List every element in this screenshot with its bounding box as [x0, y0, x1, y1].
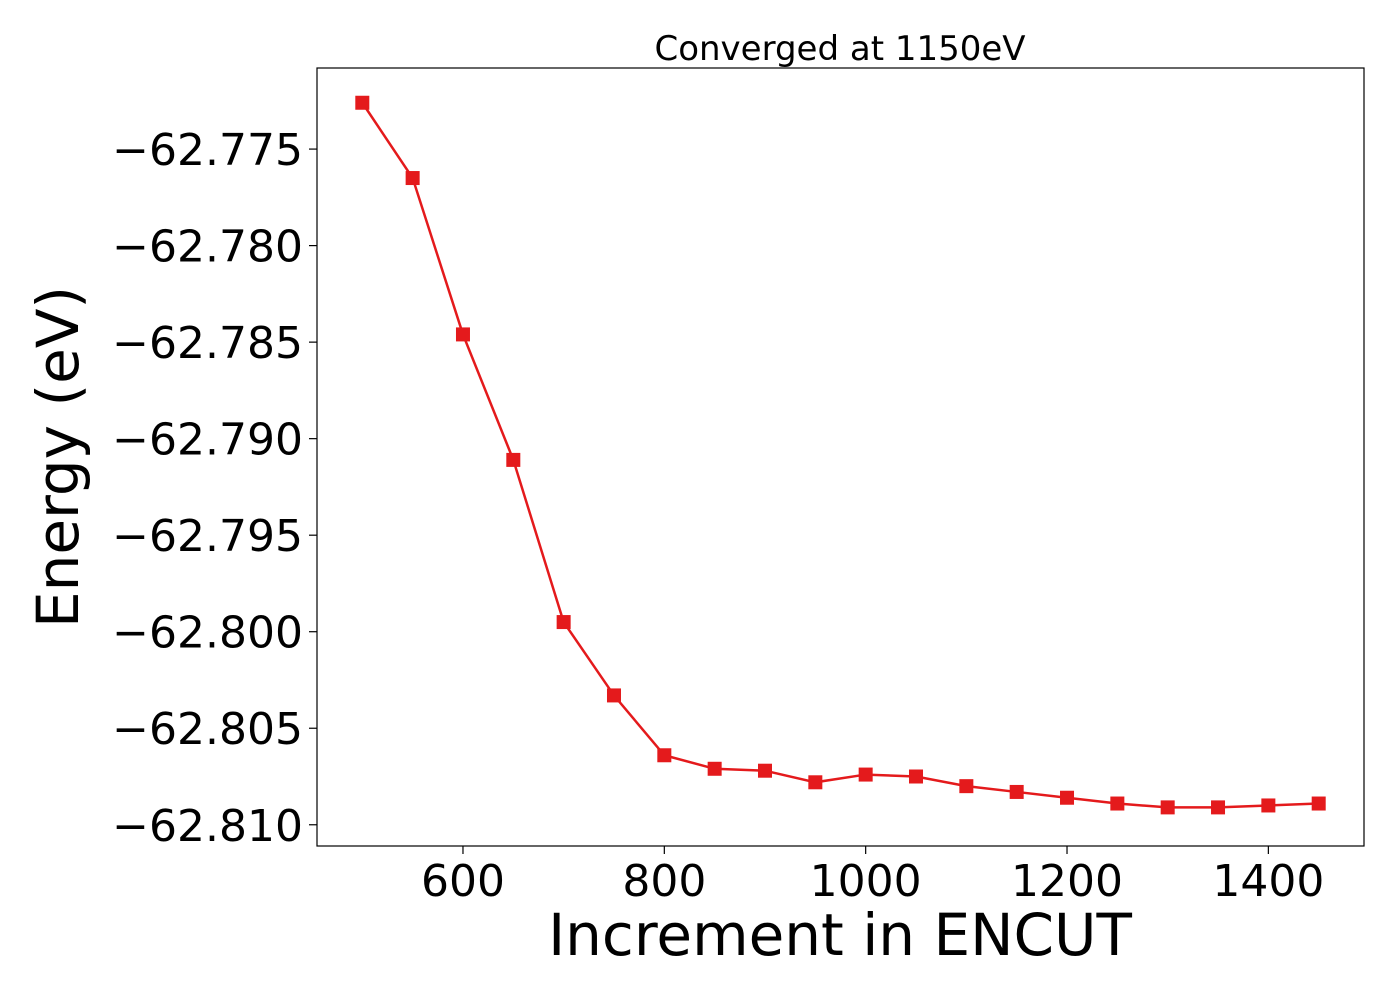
y-tick-label: −62.800: [112, 608, 303, 659]
chart-title: Converged at 1150eV: [654, 29, 1025, 69]
data-point-marker: [959, 779, 974, 794]
data-point-marker: [1211, 800, 1226, 815]
x-tick-label: 600: [421, 856, 505, 907]
data-point-marker: [355, 95, 370, 110]
data-point-marker: [405, 171, 420, 186]
data-point-marker: [858, 767, 873, 782]
x-axis-label: Increment in ENCUT: [548, 901, 1132, 969]
y-tick-label: −62.805: [112, 704, 303, 755]
data-point-marker: [1311, 796, 1326, 811]
series-layer: [355, 95, 1326, 815]
y-tick-label: −62.790: [112, 415, 303, 466]
data-point-marker: [657, 748, 672, 763]
plot-area-frame: [316, 67, 1365, 847]
data-point-marker: [1261, 798, 1276, 813]
y-tick-label: −62.810: [112, 801, 303, 852]
data-point-marker: [1009, 784, 1024, 799]
data-point-marker: [1110, 796, 1125, 811]
data-point-marker: [1060, 790, 1075, 805]
x-tick-label: 1000: [810, 856, 922, 907]
data-point-marker: [909, 769, 924, 784]
x-tick-label: 1200: [1011, 856, 1123, 907]
data-point-marker: [506, 452, 521, 467]
data-point-marker: [606, 688, 621, 703]
data-point-marker: [1160, 800, 1175, 815]
data-point-marker: [556, 615, 571, 630]
data-point-marker: [757, 763, 772, 778]
y-tick-label: −62.780: [112, 222, 303, 273]
y-tick-label: −62.795: [112, 511, 303, 562]
data-point-marker: [455, 327, 470, 342]
axis-ticks: 600 800 1000 1200 1400 −62.775 −62.780 −62.785 −…: [112, 125, 1324, 907]
x-tick-label: 800: [622, 856, 706, 907]
x-tick-label: 1400: [1212, 856, 1324, 907]
y-tick-label: −62.775: [112, 125, 303, 176]
y-tick-label: −62.785: [112, 318, 303, 369]
y-axis-label: Energy (eV): [24, 286, 92, 628]
data-point-marker: [808, 775, 823, 790]
data-point-marker: [707, 761, 722, 776]
series-line: [361, 102, 1319, 809]
